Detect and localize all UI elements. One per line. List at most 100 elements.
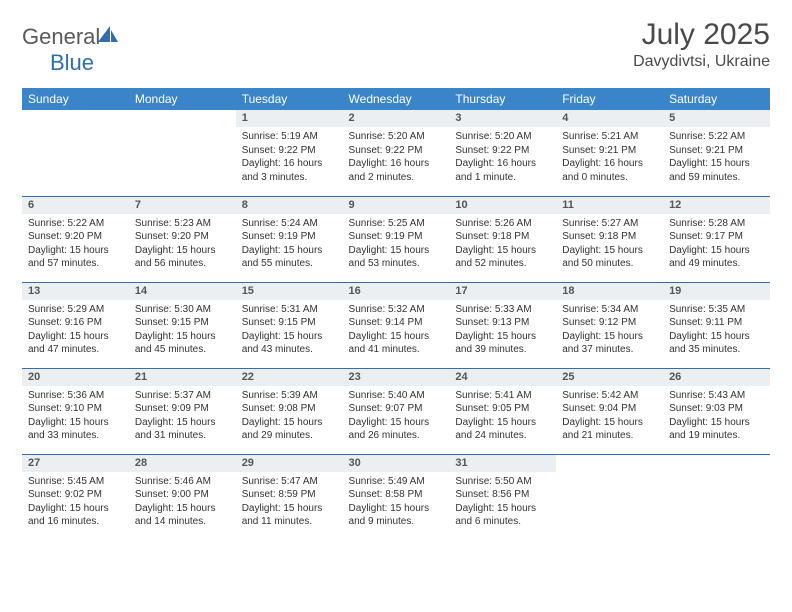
day-cell: 24Sunrise: 5:41 AMSunset: 9:05 PMDayligh… <box>449 368 556 454</box>
sunset-text: Sunset: 9:22 PM <box>349 144 444 158</box>
day-cell: 15Sunrise: 5:31 AMSunset: 9:15 PMDayligh… <box>236 282 343 368</box>
day-number: 18 <box>556 283 663 300</box>
sunrise-text: Sunrise: 5:46 AM <box>135 475 230 489</box>
day-cell: 22Sunrise: 5:39 AMSunset: 9:08 PMDayligh… <box>236 368 343 454</box>
day-cell: 9Sunrise: 5:25 AMSunset: 9:19 PMDaylight… <box>343 196 450 282</box>
day-cell: 2Sunrise: 5:20 AMSunset: 9:22 PMDaylight… <box>343 110 450 196</box>
day-details: Sunrise: 5:29 AMSunset: 9:16 PMDaylight:… <box>22 300 129 361</box>
sunrise-text: Sunrise: 5:34 AM <box>562 303 657 317</box>
day-cell: 20Sunrise: 5:36 AMSunset: 9:10 PMDayligh… <box>22 368 129 454</box>
day-details: Sunrise: 5:37 AMSunset: 9:09 PMDaylight:… <box>129 386 236 447</box>
week-row: 20Sunrise: 5:36 AMSunset: 9:10 PMDayligh… <box>22 368 770 454</box>
day-number: 12 <box>663 197 770 214</box>
day-details: Sunrise: 5:43 AMSunset: 9:03 PMDaylight:… <box>663 386 770 447</box>
day-cell: 18 Sunrise: 5:34 AMSunset: 9:12 PMDayligh… <box>556 282 663 368</box>
weekday-thursday: Thursday <box>449 88 556 110</box>
day-number: 13 <box>22 283 129 300</box>
day-cell: 1Sunrise: 5:19 AMSunset: 9:22 PMDaylight… <box>236 110 343 196</box>
month-title: July 2025 <box>633 18 770 51</box>
daylight-text: Daylight: 15 hours and 16 minutes. <box>28 502 123 529</box>
daylight-text: Daylight: 15 hours and 9 minutes. <box>349 502 444 529</box>
sunrise-text: Sunrise: 5:39 AM <box>242 389 337 403</box>
calendar-table: SundayMondayTuesdayWednesdayThursdayFrid… <box>22 88 770 540</box>
daylight-text: Daylight: 15 hours and 21 minutes. <box>562 416 657 443</box>
day-cell: 29Sunrise: 5:47 AMSunset: 8:59 PMDayligh… <box>236 454 343 540</box>
daylight-text: Daylight: 15 hours and 49 minutes. <box>669 244 764 271</box>
day-cell: 19Sunrise: 5:35 AMSunset: 9:11 PMDayligh… <box>663 282 770 368</box>
day-number: 26 <box>663 369 770 386</box>
daylight-text: Daylight: 16 hours and 2 minutes. <box>349 157 444 184</box>
sunset-text: Sunset: 9:11 PM <box>669 316 764 330</box>
day-number: 11 <box>556 197 663 214</box>
day-details: Sunrise: 5:35 AMSunset: 9:11 PMDaylight:… <box>663 300 770 361</box>
sunset-text: Sunset: 9:05 PM <box>455 402 550 416</box>
sunset-text: Sunset: 9:15 PM <box>135 316 230 330</box>
day-details: Sunrise: 5:27 AMSunset: 9:18 PMDaylight:… <box>556 214 663 275</box>
sunrise-text: Sunrise: 5:21 AM <box>562 130 657 144</box>
weekday-monday: Monday <box>129 88 236 110</box>
day-number: 17 <box>449 283 556 300</box>
day-number: 21 <box>129 369 236 386</box>
day-number: 8 <box>236 197 343 214</box>
sunrise-text: Sunrise: 5:37 AM <box>135 389 230 403</box>
sunrise-text: Sunrise: 5:45 AM <box>28 475 123 489</box>
sunset-text: Sunset: 9:19 PM <box>349 230 444 244</box>
empty-cell <box>663 454 770 540</box>
sunrise-text: Sunrise: 5:20 AM <box>455 130 550 144</box>
day-number: 24 <box>449 369 556 386</box>
day-details: Sunrise: 5:20 AMSunset: 9:22 PMDaylight:… <box>449 127 556 188</box>
sunrise-text: Sunrise: 5:25 AM <box>349 217 444 231</box>
day-details: Sunrise: 5:22 AMSunset: 9:20 PMDaylight:… <box>22 214 129 275</box>
sunset-text: Sunset: 9:22 PM <box>455 144 550 158</box>
sunset-text: Sunset: 9:12 PM <box>562 316 657 330</box>
sunrise-text: Sunrise: 5:19 AM <box>242 130 337 144</box>
sunrise-text: Sunrise: 5:41 AM <box>455 389 550 403</box>
day-cell: 3Sunrise: 5:20 AMSunset: 9:22 PMDaylight… <box>449 110 556 196</box>
title-block: July 2025 Davydivtsi, Ukraine <box>633 18 770 71</box>
sunrise-text: Sunrise: 5:36 AM <box>28 389 123 403</box>
day-details: Sunrise: 5:19 AMSunset: 9:22 PMDaylight:… <box>236 127 343 188</box>
sunset-text: Sunset: 9:21 PM <box>669 144 764 158</box>
day-details: Sunrise: 5:50 AMSunset: 8:56 PMDaylight:… <box>449 472 556 533</box>
sunrise-text: Sunrise: 5:40 AM <box>349 389 444 403</box>
sunrise-text: Sunrise: 5:47 AM <box>242 475 337 489</box>
day-cell: 28Sunrise: 5:46 AMSunset: 9:00 PMDayligh… <box>129 454 236 540</box>
sunset-text: Sunset: 9:16 PM <box>28 316 123 330</box>
weekday-tuesday: Tuesday <box>236 88 343 110</box>
sunrise-text: Sunrise: 5:33 AM <box>455 303 550 317</box>
brand-part1: General <box>22 24 100 49</box>
sunset-text: Sunset: 9:17 PM <box>669 230 764 244</box>
day-number: 14 <box>129 283 236 300</box>
day-details: Sunrise: 5:42 AMSunset: 9:04 PMDaylight:… <box>556 386 663 447</box>
day-number: 5 <box>663 110 770 127</box>
sunset-text: Sunset: 9:07 PM <box>349 402 444 416</box>
sunset-text: Sunset: 9:18 PM <box>562 230 657 244</box>
daylight-text: Daylight: 15 hours and 53 minutes. <box>349 244 444 271</box>
daylight-text: Daylight: 15 hours and 19 minutes. <box>669 416 764 443</box>
daylight-text: Daylight: 15 hours and 43 minutes. <box>242 330 337 357</box>
daylight-text: Daylight: 16 hours and 3 minutes. <box>242 157 337 184</box>
day-number: 2 <box>343 110 450 127</box>
daylight-text: Daylight: 15 hours and 37 minutes. <box>562 330 657 357</box>
sunset-text: Sunset: 9:10 PM <box>28 402 123 416</box>
day-details: Sunrise: 5:21 AMSunset: 9:21 PMDaylight:… <box>556 127 663 188</box>
daylight-text: Daylight: 15 hours and 41 minutes. <box>349 330 444 357</box>
sunset-text: Sunset: 9:02 PM <box>28 488 123 502</box>
day-number: 15 <box>236 283 343 300</box>
daylight-text: Daylight: 15 hours and 55 minutes. <box>242 244 337 271</box>
calendar-body: 1Sunrise: 5:19 AMSunset: 9:22 PMDaylight… <box>22 110 770 540</box>
day-details: Sunrise: 5:32 AMSunset: 9:14 PMDaylight:… <box>343 300 450 361</box>
day-number: 20 <box>22 369 129 386</box>
day-details: Sunrise: 5:36 AMSunset: 9:10 PMDaylight:… <box>22 386 129 447</box>
sunrise-text: Sunrise: 5:35 AM <box>669 303 764 317</box>
day-details: Sunrise: 5:25 AMSunset: 9:19 PMDaylight:… <box>343 214 450 275</box>
day-number: 30 <box>343 455 450 472</box>
empty-cell <box>556 454 663 540</box>
day-details: Sunrise: 5:28 AMSunset: 9:17 PMDaylight:… <box>663 214 770 275</box>
sunset-text: Sunset: 9:14 PM <box>349 316 444 330</box>
week-row: 6Sunrise: 5:22 AMSunset: 9:20 PMDaylight… <box>22 196 770 282</box>
day-number: 27 <box>22 455 129 472</box>
sunset-text: Sunset: 9:15 PM <box>242 316 337 330</box>
day-cell: 11Sunrise: 5:27 AMSunset: 9:18 PMDayligh… <box>556 196 663 282</box>
sunset-text: Sunset: 9:03 PM <box>669 402 764 416</box>
